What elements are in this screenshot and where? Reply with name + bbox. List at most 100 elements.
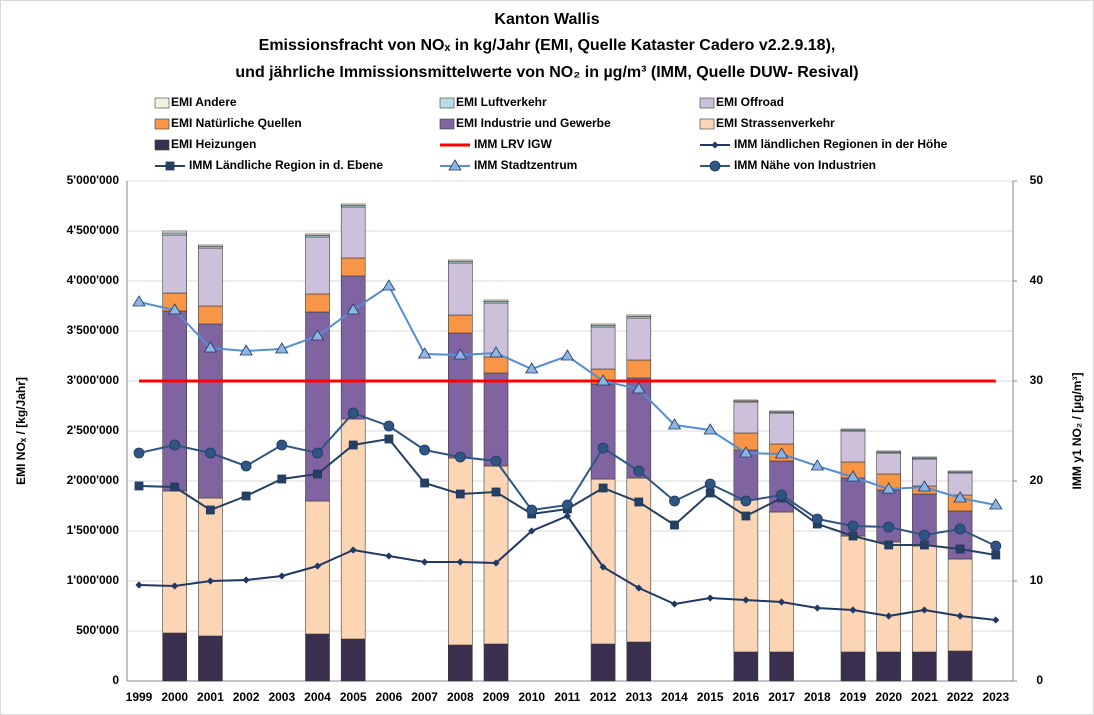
bar-segment — [340, 257, 366, 277]
legend-swatch — [154, 97, 170, 109]
legend-label: IMM ländlichen Regionen in der Höhe — [734, 137, 948, 151]
marker — [813, 604, 821, 612]
marker — [524, 362, 539, 374]
marker — [704, 478, 716, 490]
marker — [990, 540, 1002, 552]
bar-segment — [162, 632, 187, 682]
legend-label: IMM Stadtzentrum — [474, 158, 577, 172]
marker — [992, 616, 1000, 624]
marker — [562, 499, 573, 511]
bar-segment — [876, 450, 902, 453]
marker — [739, 446, 753, 458]
legend-label: EMI Luftverkehr — [456, 95, 547, 109]
x-tick-label: 2016 — [733, 690, 760, 704]
marker — [135, 581, 143, 589]
marker — [703, 423, 717, 435]
x-tick-label: 2010 — [518, 690, 545, 704]
bar-segment — [447, 314, 473, 334]
marker — [278, 572, 286, 580]
marker — [884, 540, 894, 550]
marker — [169, 439, 181, 451]
y2-tick-label: 50 — [1030, 173, 1044, 187]
marker — [919, 529, 930, 541]
bar-segment — [162, 490, 187, 634]
y-tick-label: 1'000'000 — [67, 573, 120, 587]
bar-segment — [626, 314, 652, 317]
marker — [711, 141, 719, 149]
bar-segment — [162, 310, 187, 492]
bar-segment — [912, 545, 937, 653]
marker — [167, 303, 182, 315]
y2-axis-label: IMM y1 NO₂ / [µg/m³] — [1070, 373, 1084, 490]
y2-tick-label: 40 — [1030, 273, 1044, 287]
x-tick-label: 2004 — [304, 690, 331, 704]
bar-segment — [305, 293, 330, 313]
marker — [417, 347, 432, 359]
bar-segment — [198, 497, 223, 637]
marker — [165, 161, 175, 171]
marker — [669, 495, 680, 507]
marker — [203, 341, 218, 353]
marker — [709, 160, 721, 172]
x-tick-label: 2018 — [804, 690, 831, 704]
marker — [706, 594, 714, 602]
chart-title: und jährliche Immissionsmittelwerte von … — [235, 64, 858, 81]
marker — [492, 559, 500, 567]
bar-segment — [198, 244, 223, 247]
bar-segment — [590, 326, 616, 370]
marker — [240, 460, 252, 472]
marker — [348, 440, 358, 450]
bar-segment — [769, 460, 794, 513]
marker — [528, 527, 536, 535]
marker — [454, 451, 466, 463]
bar-segment — [483, 372, 509, 467]
x-tick-label: 2001 — [197, 690, 224, 704]
x-tick-label: 2020 — [875, 690, 902, 704]
marker — [848, 531, 858, 541]
bar-segment — [340, 638, 366, 682]
marker — [989, 498, 1003, 510]
bar-segment — [840, 428, 866, 431]
marker — [920, 540, 929, 550]
bar-segment — [947, 558, 973, 652]
marker — [740, 495, 752, 507]
marker — [635, 584, 643, 592]
marker — [133, 447, 145, 459]
marker — [560, 349, 575, 361]
marker — [599, 563, 607, 571]
legend-label: IMM Ländliche Region in d. Ebene — [189, 158, 383, 172]
y-tick-label: 4'500'000 — [67, 223, 120, 237]
legend-swatch — [154, 118, 170, 130]
x-tick-label: 2008 — [447, 690, 474, 704]
marker — [917, 480, 932, 492]
x-tick-label: 2006 — [376, 690, 403, 704]
marker — [742, 596, 750, 604]
y-axis-label: EMI NOₓ / [kg/Jahr] — [14, 377, 28, 485]
y-tick-label: 2'000'000 — [67, 473, 120, 487]
legend-swatch — [439, 97, 455, 109]
bar-segment — [947, 650, 973, 682]
bar-segment — [447, 262, 473, 316]
y-tick-label: 3'000'000 — [67, 373, 120, 387]
marker — [455, 489, 465, 499]
y2-tick-label: 0 — [1036, 673, 1043, 687]
marker — [885, 612, 893, 620]
x-tick-label: 2015 — [697, 690, 724, 704]
bar-segment — [198, 635, 223, 682]
marker — [563, 512, 571, 520]
bar-segment — [733, 449, 759, 501]
bar-segment — [733, 499, 759, 653]
bar-segment — [769, 410, 794, 413]
bar-segment — [340, 275, 366, 420]
y2-tick-label: 10 — [1030, 573, 1044, 587]
bar-segment — [447, 644, 473, 682]
marker — [596, 374, 610, 386]
marker — [421, 558, 429, 566]
marker — [453, 348, 468, 360]
bar-segment — [590, 478, 616, 645]
bar-segment — [626, 317, 652, 361]
bar-segment — [305, 236, 330, 295]
x-tick-label: 2009 — [483, 690, 510, 704]
bar-segment — [162, 234, 187, 294]
